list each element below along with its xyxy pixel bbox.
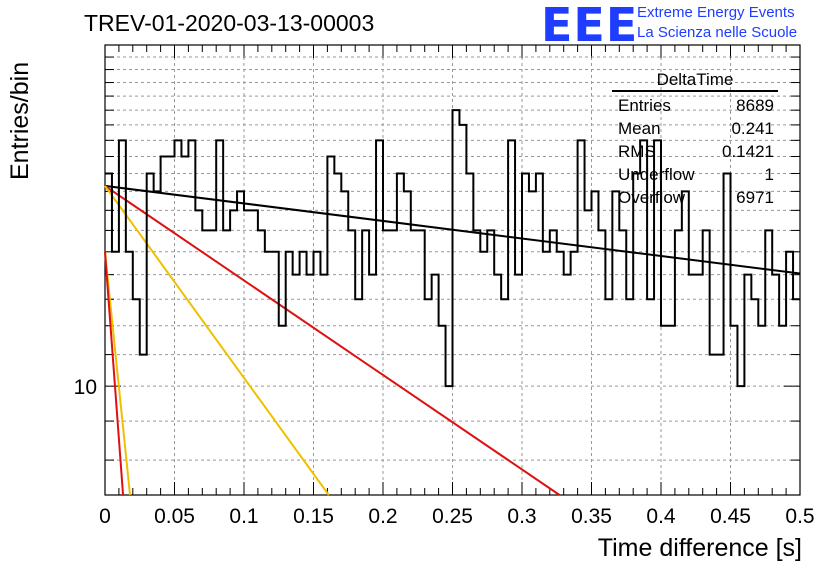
y-axis-label: Entries/bin	[6, 61, 34, 180]
x-tick-label: 0.05	[154, 505, 195, 528]
fit-line-1	[104, 185, 561, 496]
stats-row-overflow: Overflow 6971	[612, 186, 778, 209]
x-tick-label: 0.35	[571, 505, 612, 528]
stats-box: DeltaTime Entries 8689 Mean 0.241 RMS 0.…	[612, 70, 778, 209]
stats-value: 6971	[736, 188, 774, 207]
stats-label: RMS	[618, 142, 656, 161]
x-tick-label: 0.1	[229, 505, 258, 528]
x-tick-label: 0.3	[507, 505, 536, 528]
x-tick-label: 0.5	[785, 505, 814, 528]
stats-row-mean: Mean 0.241	[612, 117, 778, 140]
logo-text-line2: La Scienza nelle Scuole	[637, 24, 798, 41]
logo-text-line1: Extreme Energy Events	[637, 4, 795, 21]
stats-value: 8689	[736, 96, 774, 115]
stats-value: 0.1421	[722, 142, 774, 161]
stats-label: Entries	[618, 96, 671, 115]
stats-label: Overflow	[618, 188, 686, 207]
chart-title: TREV-01-2020-03-13-00003	[84, 10, 375, 36]
fit-line-4	[104, 251, 125, 496]
x-tick-label: 0	[99, 505, 111, 528]
fit-line-2	[104, 185, 330, 496]
stats-row-underflow: Underflow 1	[612, 163, 778, 186]
stats-row-entries: Entries 8689	[612, 94, 778, 117]
x-tick-label: 0.45	[710, 505, 751, 528]
stats-row-rms: RMS 0.1421	[612, 140, 778, 163]
histogram-series	[105, 109, 800, 388]
x-axis-label: Time difference [s]	[597, 534, 802, 562]
x-tick-label: 0.4	[646, 505, 676, 528]
x-tick-label: 0.15	[293, 505, 334, 528]
stats-value: 1	[764, 165, 774, 184]
fit-line-3	[104, 251, 132, 496]
stats-label: Mean	[618, 119, 661, 138]
stats-value: 0.241	[731, 119, 774, 138]
x-tick-label: 0.25	[432, 505, 473, 528]
stats-label: Underflow	[618, 165, 695, 184]
x-tick-label: 0.2	[368, 505, 397, 528]
eee-logo: EEE	[541, 0, 639, 52]
stats-title: DeltaTime	[612, 70, 778, 92]
y-tick-label: 10	[74, 376, 97, 399]
